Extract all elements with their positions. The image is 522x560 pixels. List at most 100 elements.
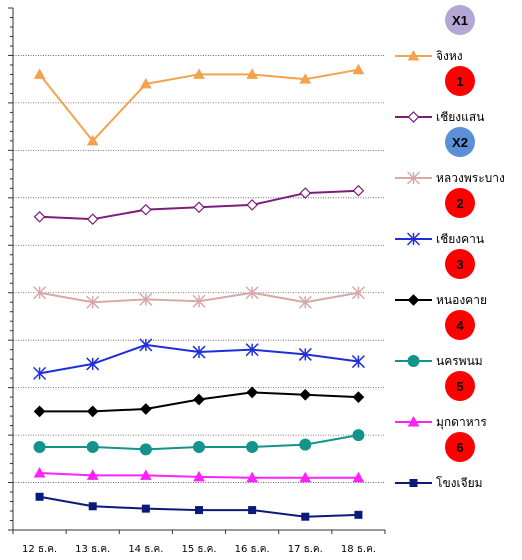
x-tick-label: 16 ธ.ค. (235, 544, 270, 555)
series-line (38, 68, 359, 143)
x-tick-label: 12 ธ.ค. (22, 544, 57, 555)
data-point (406, 171, 421, 185)
data-point (33, 405, 46, 418)
badge (445, 5, 475, 35)
data-point (192, 294, 206, 308)
legend-label: หลวงพระบาง (436, 171, 505, 185)
badge-label: X2 (452, 135, 468, 150)
data-point (352, 184, 365, 197)
data-point (298, 295, 312, 309)
legend-label: เชียงคาน (436, 232, 484, 246)
data-point (354, 510, 363, 519)
series-4 (33, 338, 365, 380)
badge (445, 249, 475, 279)
data-point (193, 201, 205, 214)
series-1 (33, 63, 365, 146)
data-point (246, 386, 258, 399)
badge-label: 4 (456, 318, 464, 333)
data-point (407, 355, 420, 367)
data-point (301, 512, 310, 521)
data-point (246, 440, 259, 453)
data-point (248, 506, 257, 515)
legend: X1 จิงหง 1 เชียงแสน X2 หลวงพระบาง 2 เชียงคาน 3 หน… (395, 5, 505, 490)
legend-entry-2: 1 เชียงแสน (395, 66, 484, 124)
legend-label: โขงเจียม (436, 476, 483, 490)
data-point (246, 199, 258, 211)
data-point (33, 440, 46, 453)
data-point (245, 343, 259, 357)
data-point (298, 347, 312, 361)
badge-label: 3 (456, 257, 463, 272)
data-point (409, 479, 418, 487)
badge (445, 66, 475, 96)
badge (445, 127, 475, 157)
badge-label: X1 (452, 13, 468, 28)
data-point (352, 429, 365, 442)
data-point (86, 134, 99, 146)
legend-entry-4: 2 เชียงคาน (395, 188, 484, 246)
data-point (140, 469, 152, 480)
series-7 (33, 467, 365, 483)
x-tick-label: 14 ธ.ค. (128, 544, 163, 555)
data-point (86, 405, 99, 418)
badge-label: 1 (456, 74, 463, 89)
badge (445, 371, 475, 401)
data-point (33, 467, 46, 478)
data-point (193, 440, 205, 453)
legend-label: หนองคาย (436, 293, 487, 307)
plot-area: 12 ธ.ค. 13 ธ.ค. 14 ธ.ค. 15 ธ.ค. 16 ธ.ค. 17 ธ.… (8, 7, 386, 555)
data-point (352, 471, 365, 483)
legend-label: มุกดาหาร (436, 415, 487, 430)
data-point (33, 210, 46, 223)
data-point (407, 294, 420, 306)
data-point (140, 77, 152, 89)
data-point (299, 438, 312, 451)
data-point (33, 286, 47, 300)
data-point (352, 391, 365, 403)
badge (445, 188, 475, 218)
data-point (86, 213, 99, 226)
data-point (33, 68, 46, 79)
data-point (406, 232, 421, 246)
data-point (86, 469, 99, 480)
badge-label: 2 (456, 196, 463, 211)
data-point (193, 68, 205, 79)
badge (445, 310, 475, 340)
data-point (140, 403, 152, 415)
data-point (193, 470, 205, 482)
x-tick-label: 13 ธ.ค. (75, 544, 110, 555)
series-2 (33, 184, 365, 226)
data-point (245, 286, 259, 300)
data-point (407, 111, 420, 123)
data-point (33, 366, 47, 380)
data-point (139, 292, 153, 306)
data-point (86, 295, 100, 309)
data-point (141, 504, 150, 513)
data-point (140, 203, 152, 216)
x-tick-label: 18 ธ.ค. (341, 544, 376, 555)
badge-label: 6 (456, 440, 463, 455)
data-point (299, 73, 312, 84)
x-tick-label: 17 ธ.ค. (288, 544, 323, 555)
legend-label: เชียงแสน (436, 110, 484, 124)
series-5 (33, 386, 365, 418)
data-point (192, 345, 206, 359)
data-point (193, 393, 205, 406)
series-8 (35, 492, 363, 521)
data-point (246, 471, 258, 483)
legend-label: จิงหง (436, 49, 463, 63)
legend-label: นครพนม (436, 354, 483, 368)
data-point (299, 388, 312, 401)
badge-label: 5 (456, 379, 463, 394)
data-point (299, 471, 312, 483)
badge (445, 432, 475, 462)
x-tick-label: 15 ธ.ค. (181, 544, 216, 555)
legend-entry-1: X1 จิงหง (395, 5, 475, 63)
data-point (351, 355, 365, 369)
data-point (299, 187, 312, 199)
data-point (139, 338, 153, 352)
legend-entry-8: 6 โขงเจียม (395, 432, 483, 490)
data-point (35, 492, 44, 501)
data-point (139, 443, 152, 456)
